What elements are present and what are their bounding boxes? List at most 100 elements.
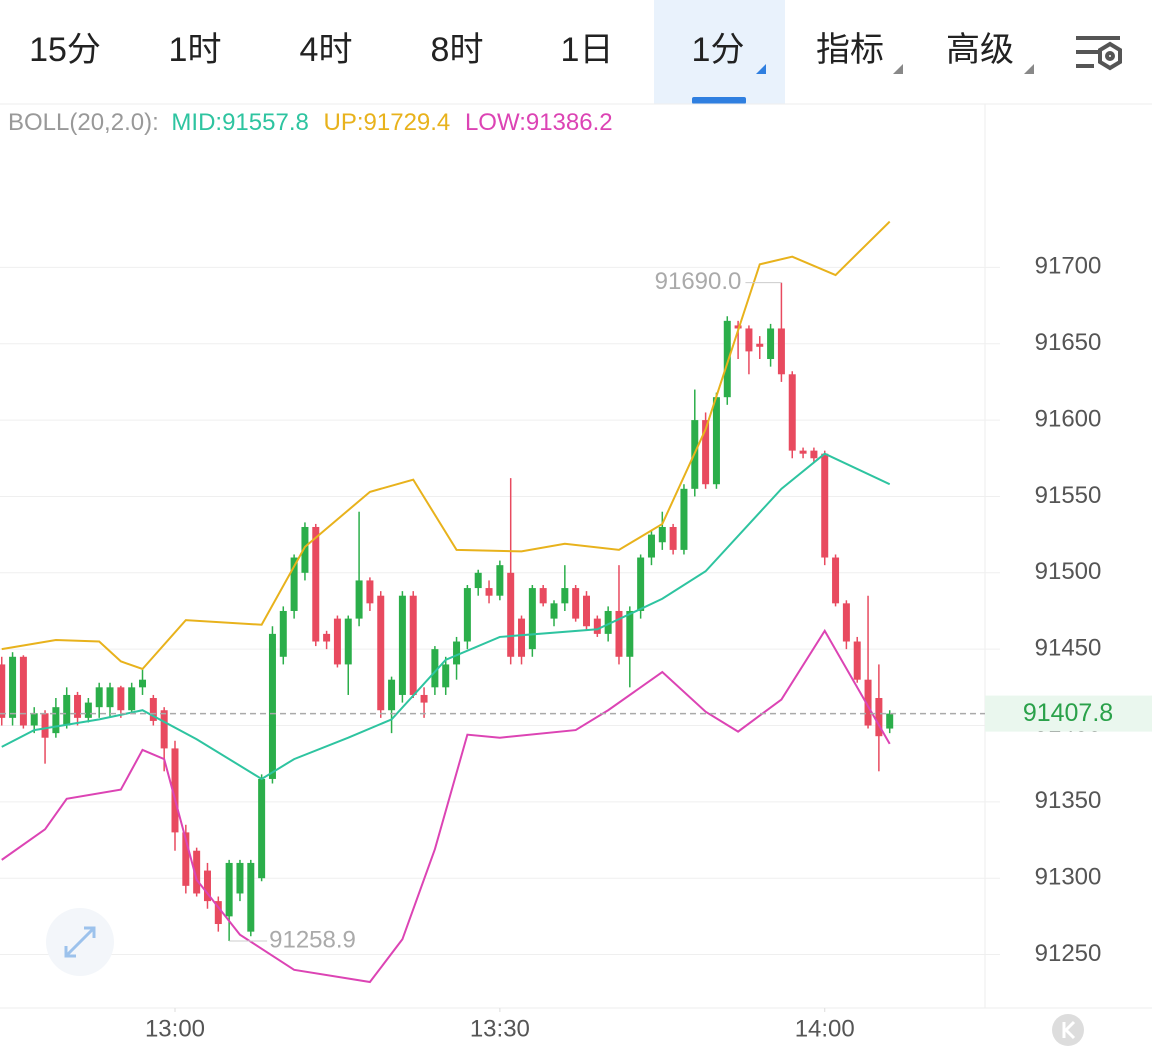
candle-body [366, 580, 374, 604]
candle-body [507, 572, 515, 657]
candle-body [160, 710, 168, 749]
x-tick-label: 13:30 [470, 1015, 530, 1042]
tab-caret [1024, 64, 1034, 74]
candle-body [658, 526, 666, 543]
boll-line [1, 220, 891, 671]
candle-body [63, 694, 71, 726]
candle-body [355, 580, 363, 619]
candle-body [734, 325, 742, 329]
candle-body [593, 618, 601, 634]
candle-body [398, 595, 406, 695]
candle-body [539, 588, 547, 604]
candle-body [767, 328, 775, 360]
settings-icon[interactable] [1076, 36, 1122, 71]
candle-body [149, 698, 157, 721]
boll-line [1, 628, 891, 984]
candle-body [409, 595, 417, 695]
low-label: 91258.9 [269, 926, 356, 953]
candle-body [474, 572, 482, 589]
y-tick-label: 91650 [1035, 329, 1102, 356]
candle-body [301, 526, 309, 573]
candle-body [604, 610, 612, 634]
candle-body [723, 320, 731, 398]
candle-body [182, 832, 190, 886]
candle-body [561, 588, 569, 604]
candle-body [810, 450, 818, 459]
candle-body [864, 679, 872, 726]
last-price-box [985, 695, 1152, 732]
candle-body [74, 694, 82, 718]
candle-body [485, 588, 493, 596]
legend-entry: UP:91729.4 [324, 109, 451, 136]
candle-body [463, 588, 471, 642]
candle-body [528, 588, 536, 650]
x-tick-label: 14:00 [795, 1015, 855, 1042]
candle-body [323, 633, 331, 642]
candle-body [420, 694, 428, 703]
candle-body [193, 850, 201, 894]
candle-body [745, 328, 753, 352]
candle-body [171, 748, 179, 833]
candle-body [19, 656, 27, 726]
candle-body [756, 343, 764, 347]
candle-body [117, 687, 125, 711]
tab[interactable]: 15分 [29, 31, 101, 69]
candle-body [572, 588, 580, 619]
candle-body [203, 870, 211, 902]
y-tick-label: 91700 [1035, 253, 1102, 280]
candle-body [52, 707, 60, 734]
candle-body [615, 610, 623, 657]
expand-button[interactable] [46, 908, 114, 976]
candle-body [550, 603, 558, 619]
candle-body [853, 641, 861, 680]
candle-body [225, 862, 233, 917]
candle-body [669, 526, 677, 550]
tab[interactable]: 4时 [300, 31, 353, 69]
tab[interactable]: 1分 [692, 31, 745, 69]
candle-body [702, 420, 710, 485]
tab-caret [756, 64, 766, 74]
y-tick-label: 91250 [1035, 940, 1102, 967]
candle-body [279, 610, 287, 657]
candle-body [647, 534, 655, 558]
tab[interactable]: 8时 [431, 31, 484, 69]
candle-body [377, 595, 385, 711]
candle-body [139, 679, 147, 688]
candle-body [875, 698, 883, 737]
tab[interactable]: 指标 [816, 31, 884, 69]
active-tab-underline [692, 97, 746, 104]
plot: 9125091300913509140091450915009155091600… [0, 220, 1152, 1042]
candle-body [236, 862, 244, 894]
candle-body [95, 687, 103, 708]
y-tick-label: 91550 [1035, 482, 1102, 509]
candle-body [0, 664, 6, 718]
candle-body [344, 618, 352, 665]
candle-body [258, 778, 266, 879]
candle-body [712, 397, 720, 485]
candle-body [842, 603, 850, 642]
candle-body [637, 557, 645, 611]
indicator-label: BOLL(20,2.0): [8, 109, 159, 136]
candle-body [431, 649, 439, 688]
candle-body [821, 453, 829, 558]
candle-body [128, 687, 136, 711]
tab-caret [893, 64, 903, 74]
boll-line [1, 452, 891, 781]
candle-body [30, 713, 38, 726]
candle-body [290, 557, 298, 611]
candle-body [9, 656, 17, 718]
scroll-button[interactable] [1052, 1014, 1084, 1046]
candle-body [777, 328, 785, 375]
tab[interactable]: 1日 [561, 31, 614, 69]
high-label: 91690.0 [655, 268, 742, 295]
tab[interactable]: 1时 [169, 31, 222, 69]
candle-body [84, 702, 92, 718]
y-tick-label: 91350 [1035, 787, 1102, 814]
candle-body [333, 618, 341, 665]
tab[interactable]: 高级 [946, 31, 1014, 69]
x-tick-label: 13:00 [145, 1015, 205, 1042]
candle-body [41, 713, 49, 738]
candle-body [214, 901, 222, 925]
